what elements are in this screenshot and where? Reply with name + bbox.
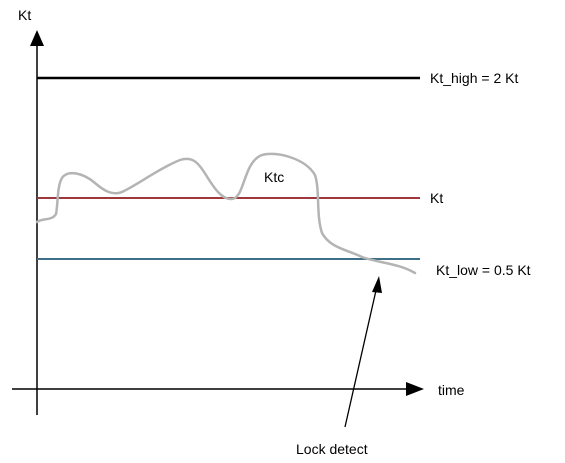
kt-low-label: Kt_low = 0.5 Kt	[436, 262, 531, 278]
ktc-curve	[35, 152, 417, 275]
x-axis-label: time	[438, 382, 465, 398]
x-axis-arrowhead	[406, 382, 424, 396]
kt-mid-label: Kt	[430, 190, 443, 206]
ktc-curve-label: Ktc	[264, 169, 284, 185]
lock-detect-pointer	[344, 285, 378, 428]
lock-detect-arrowhead	[372, 276, 382, 293]
lock-detect-label: Lock detect	[296, 441, 368, 457]
kt-high-label: Kt_high = 2 Kt	[430, 70, 518, 86]
y-axis-label: Kt	[18, 7, 31, 23]
y-axis-arrowhead	[30, 30, 44, 46]
